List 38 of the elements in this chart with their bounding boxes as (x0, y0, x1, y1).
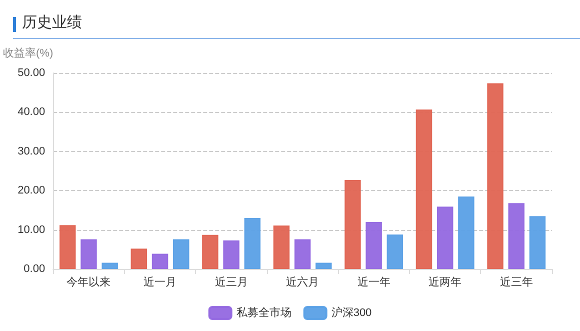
bar (458, 196, 474, 269)
y-tick-label: 0.00 (24, 263, 46, 275)
bar (316, 262, 332, 269)
legend-label: 私募全市场 (236, 306, 292, 319)
x-tick-label: 近一月 (144, 276, 177, 288)
y-axis-title: 收益率(%) (3, 46, 54, 60)
bar (487, 83, 504, 269)
chart-title: 历史业绩 (22, 13, 82, 32)
bar (529, 216, 546, 269)
x-tick-label: 近六月 (286, 276, 320, 288)
bar (294, 239, 311, 269)
bar (202, 234, 218, 269)
bar (152, 254, 168, 269)
y-tick-label: 50.00 (18, 67, 46, 79)
bar (173, 239, 190, 269)
x-tick-label: 近两年 (428, 276, 462, 288)
x-tick-label: 近三年 (500, 276, 533, 288)
y-tick-label: 20.00 (18, 184, 46, 197)
bar (436, 206, 454, 269)
bar (386, 234, 404, 269)
bar (102, 262, 118, 269)
y-tick-label: 40.00 (18, 106, 46, 118)
bar (130, 248, 148, 269)
y-tick-label: 30.00 (18, 145, 46, 158)
bar (80, 239, 97, 269)
x-tick-label: 今年以来 (66, 276, 111, 288)
bar (273, 225, 290, 269)
x-tick-label: 近一年 (357, 276, 390, 288)
bar (366, 222, 382, 269)
legend-label: 沪深300 (331, 306, 372, 319)
bar (344, 180, 361, 269)
bar (60, 225, 76, 269)
bar (416, 109, 432, 269)
bar (508, 203, 524, 269)
y-tick-label: 10.00 (18, 224, 46, 236)
bar (223, 240, 240, 269)
bar (244, 218, 261, 269)
x-tick-label: 近三月 (214, 276, 248, 288)
